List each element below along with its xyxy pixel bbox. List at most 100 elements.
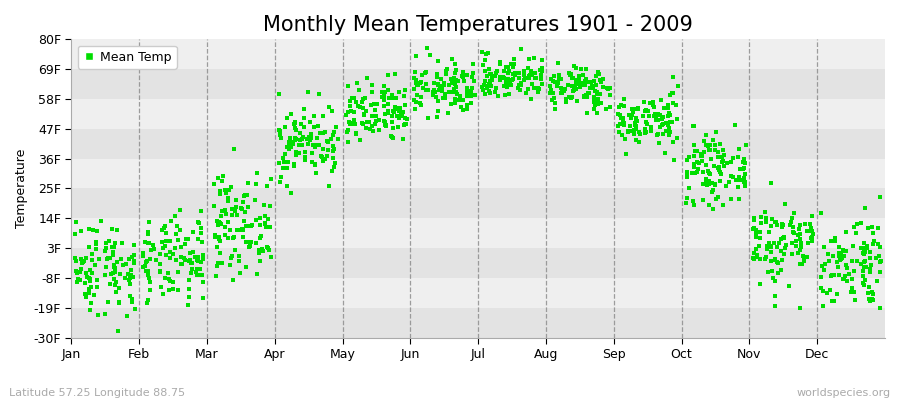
Point: [184, 270, 198, 276]
Point: [763, 243, 778, 249]
Point: [621, 128, 635, 134]
Point: [392, 115, 406, 121]
Point: [294, 142, 309, 148]
Point: [746, 254, 760, 261]
Point: [603, 92, 617, 98]
Point: [577, 82, 591, 88]
Point: [701, 143, 716, 149]
Point: [785, 251, 799, 257]
Point: [701, 181, 716, 187]
Point: [648, 110, 662, 117]
Point: [228, 208, 242, 214]
Point: [583, 78, 598, 85]
Point: [865, 296, 879, 302]
Point: [343, 120, 357, 127]
Point: [564, 83, 579, 90]
Point: [485, 77, 500, 84]
Point: [532, 86, 546, 92]
Point: [326, 148, 340, 154]
Point: [109, 289, 123, 295]
Point: [816, 244, 831, 251]
Point: [554, 76, 568, 82]
Point: [171, 287, 185, 293]
Point: [746, 225, 760, 232]
Point: [747, 256, 761, 262]
Point: [231, 258, 246, 264]
Point: [793, 231, 807, 237]
Point: [292, 150, 306, 156]
Point: [118, 275, 132, 282]
Point: [773, 248, 788, 254]
Point: [627, 106, 642, 112]
Point: [654, 116, 669, 122]
Point: [176, 261, 190, 267]
Point: [84, 300, 98, 306]
Point: [587, 78, 601, 84]
Point: [475, 62, 490, 69]
Point: [773, 236, 788, 242]
Point: [873, 244, 887, 250]
Point: [599, 85, 614, 91]
Point: [501, 91, 516, 98]
Point: [188, 268, 202, 275]
Point: [863, 269, 878, 275]
Point: [621, 111, 635, 118]
Point: [308, 142, 322, 149]
Point: [726, 174, 741, 180]
Point: [90, 284, 104, 290]
Point: [489, 70, 503, 76]
Point: [706, 163, 721, 169]
Point: [352, 87, 366, 93]
Point: [213, 220, 228, 226]
Point: [94, 218, 108, 224]
Point: [103, 255, 117, 262]
Point: [697, 149, 711, 155]
Point: [786, 228, 800, 235]
Point: [386, 108, 400, 115]
Point: [536, 65, 550, 72]
Point: [806, 213, 820, 219]
Point: [418, 81, 433, 88]
Point: [104, 244, 119, 250]
Point: [688, 148, 702, 154]
Point: [100, 256, 114, 262]
Point: [501, 64, 516, 70]
Point: [522, 73, 536, 79]
Point: [747, 215, 761, 222]
Bar: [71, 188, 885, 218]
Point: [331, 136, 346, 142]
Point: [106, 249, 121, 255]
Point: [531, 88, 545, 95]
Point: [665, 100, 680, 106]
Point: [657, 105, 671, 112]
Point: [749, 227, 763, 233]
Point: [634, 130, 648, 137]
Point: [409, 99, 423, 105]
Point: [832, 250, 846, 256]
Point: [170, 237, 184, 244]
Point: [794, 242, 808, 249]
Point: [719, 183, 733, 189]
Point: [357, 111, 372, 117]
Point: [220, 197, 235, 204]
Point: [434, 76, 448, 82]
Point: [651, 131, 665, 138]
Point: [227, 145, 241, 152]
Point: [626, 109, 640, 116]
Point: [569, 77, 583, 83]
Point: [110, 259, 124, 265]
Point: [346, 117, 361, 123]
Point: [438, 95, 453, 101]
Point: [125, 296, 140, 303]
Point: [385, 112, 400, 119]
Point: [511, 82, 526, 88]
Point: [185, 266, 200, 272]
Point: [778, 200, 792, 207]
Point: [253, 215, 267, 222]
Point: [590, 96, 605, 102]
Point: [230, 227, 245, 234]
Point: [465, 61, 480, 67]
Point: [437, 90, 452, 97]
Point: [466, 70, 481, 76]
Point: [680, 172, 694, 178]
